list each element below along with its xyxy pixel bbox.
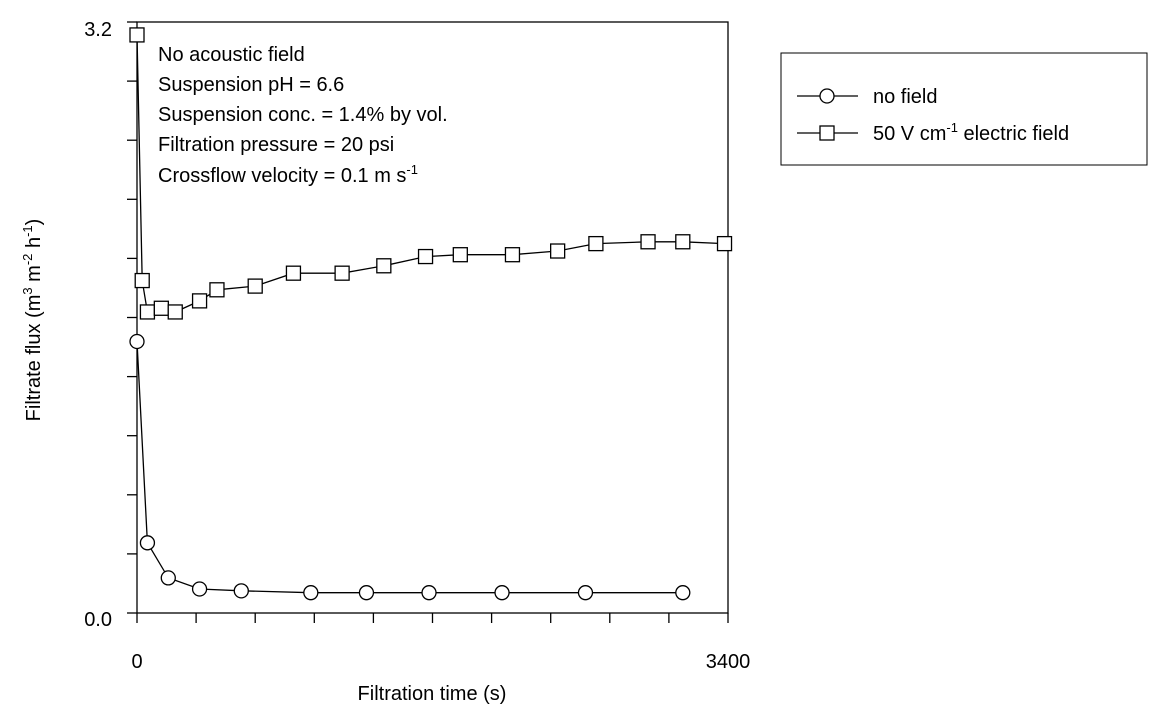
y-tick-label-min: 0.0 <box>84 609 112 631</box>
x-tick-label-min: 0 <box>131 651 142 673</box>
data-point-circle <box>139 535 156 551</box>
data-point-circle <box>494 585 510 601</box>
data-point-circle <box>233 583 249 599</box>
legend-box <box>780 52 1148 166</box>
legend-label-no-field: no field <box>873 86 938 108</box>
y-axis-label: Filtrate flux (m3 m-2 h-1) <box>20 219 45 422</box>
data-point-circle <box>358 585 375 601</box>
y-tick-label-max: 3.2 <box>84 19 112 41</box>
data-point-square <box>285 265 302 281</box>
data-point-square <box>675 234 691 250</box>
data-point-square <box>588 235 604 252</box>
data-point-square <box>376 258 392 274</box>
data-point-square <box>417 248 434 265</box>
data-point-square <box>134 272 150 289</box>
legend-marker-square <box>819 125 835 141</box>
annotation-block: No acoustic field Suspension pH = 6.6 Su… <box>158 44 448 187</box>
data-point-square <box>191 293 208 309</box>
data-point-circle <box>303 585 319 601</box>
series-line <box>136 341 683 594</box>
data-point-square <box>167 304 183 320</box>
annotation-line-2: Suspension pH = 6.6 <box>158 74 344 96</box>
legend: no field 50 V cm-1 electric field <box>780 52 1148 166</box>
legend-marker-circle <box>819 88 835 104</box>
data-point-square <box>247 278 263 294</box>
data-point-circle <box>160 570 176 586</box>
annotation-line-4: Filtration pressure = 20 psi <box>158 134 394 156</box>
data-point-square <box>504 247 521 263</box>
data-point-square <box>139 304 156 320</box>
data-point-square <box>334 265 350 281</box>
series-no-field <box>129 333 691 601</box>
data-point-circle <box>421 585 437 601</box>
data-point-square <box>716 235 733 252</box>
series-layer <box>129 27 733 601</box>
data-point-circle <box>129 333 145 350</box>
annotation-line-5: Crossflow velocity = 0.1 m s-1 <box>158 162 418 187</box>
legend-label-electric-field: 50 V cm-1 electric field <box>873 120 1069 145</box>
annotation-line-1: No acoustic field <box>158 44 305 66</box>
axis-ticks <box>127 21 729 623</box>
x-axis-label: Filtration time (s) <box>358 683 507 705</box>
data-point-square <box>640 234 656 250</box>
data-point-square <box>129 27 145 43</box>
data-point-square <box>550 243 566 259</box>
x-tick-label-max: 3400 <box>706 651 751 673</box>
data-point-square <box>153 300 169 316</box>
annotation-line-3: Suspension conc. = 1.4% by vol. <box>158 104 448 126</box>
data-point-square <box>209 282 225 298</box>
data-point-square <box>452 247 468 263</box>
data-point-circle <box>675 585 691 601</box>
data-point-circle <box>577 585 594 601</box>
series-electric-field <box>129 27 733 320</box>
data-point-circle <box>191 581 208 597</box>
